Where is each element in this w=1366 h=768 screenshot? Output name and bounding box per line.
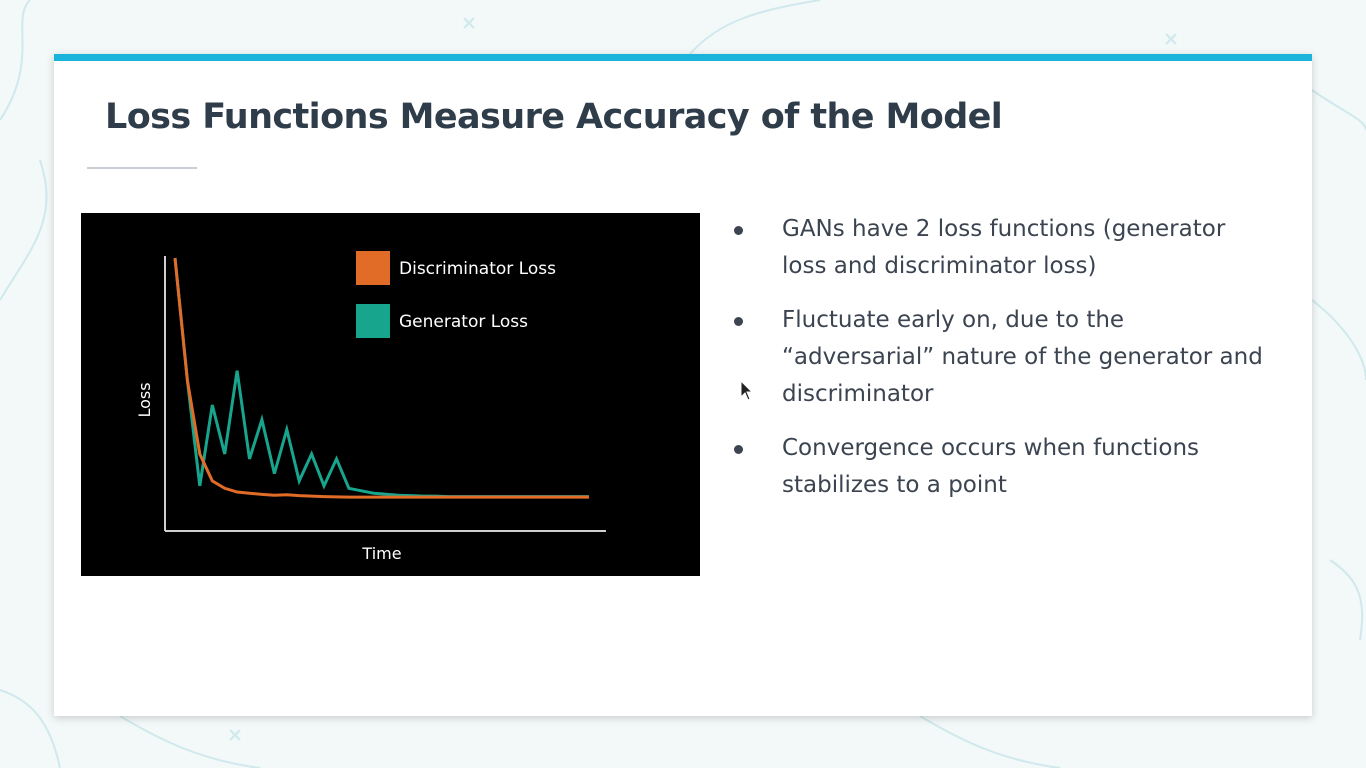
legend-label: Generator Loss xyxy=(399,312,528,332)
series-line-generator-loss xyxy=(173,257,589,499)
y-axis-label: Loss xyxy=(135,382,154,417)
slide: Loss Functions Measure Accuracy of the M… xyxy=(54,54,1312,716)
loss-chart-svg: Loss Time Discriminator Loss Generator Lo… xyxy=(135,251,606,563)
series-line-discriminator-loss xyxy=(173,257,589,499)
slide-title: Loss Functions Measure Accuracy of the M… xyxy=(105,97,1003,137)
legend-swatch xyxy=(356,304,390,338)
bullet-dot xyxy=(734,226,743,235)
bullet-item: Fluctuate early on, due to the “adversar… xyxy=(726,302,1266,413)
bullet-list: GANs have 2 loss functions (generator lo… xyxy=(726,211,1266,521)
x-axis-label: Time xyxy=(361,544,401,563)
bullet-item: Convergence occurs when functions stabil… xyxy=(726,430,1266,504)
bullet-item: GANs have 2 loss functions (generator lo… xyxy=(726,211,1266,285)
loss-chart: Loss Time Discriminator Loss Generator Lo… xyxy=(81,213,700,576)
bullet-dot xyxy=(734,445,743,454)
bullet-dot xyxy=(734,317,743,326)
title-underline xyxy=(87,167,197,169)
legend-swatch xyxy=(356,251,390,285)
mouse-cursor-icon xyxy=(740,380,754,401)
legend-label: Discriminator Loss xyxy=(399,259,556,279)
bullet-text: Convergence occurs when functions stabil… xyxy=(782,435,1200,498)
bullet-text: GANs have 2 loss functions (generator lo… xyxy=(782,216,1226,279)
bullet-text: Fluctuate early on, due to the “adversar… xyxy=(782,307,1263,407)
